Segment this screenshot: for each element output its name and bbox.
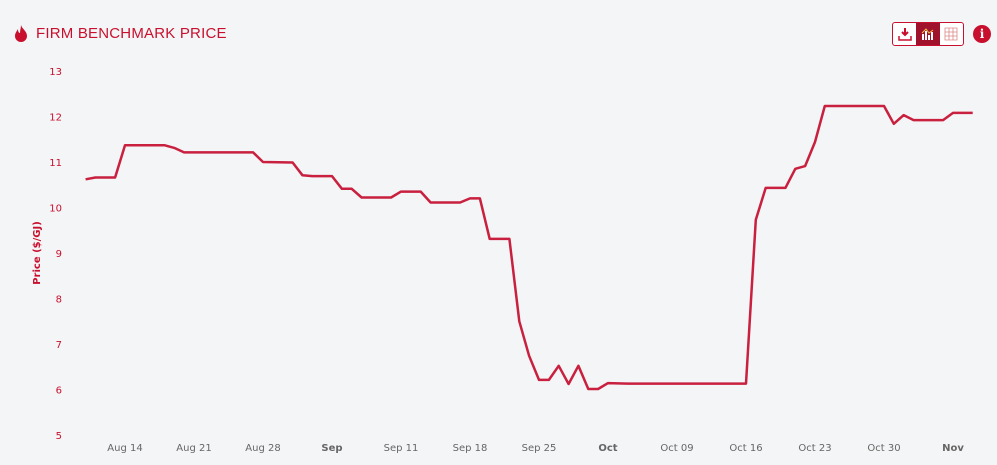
price-series-line bbox=[85, 104, 973, 391]
x-tick-label: Oct 23 bbox=[798, 443, 831, 454]
x-tick-label: Oct 09 bbox=[660, 443, 693, 454]
table-view-button[interactable] bbox=[940, 23, 963, 45]
x-tick-label: Aug 14 bbox=[107, 443, 142, 454]
x-tick-label: Oct 30 bbox=[867, 443, 900, 454]
chart-icon bbox=[921, 28, 934, 40]
x-tick-label: Aug 21 bbox=[176, 443, 211, 454]
x-tick-label: Sep 25 bbox=[522, 443, 557, 454]
x-tick-label: Sep 18 bbox=[453, 443, 488, 454]
y-tick-label: 11 bbox=[49, 158, 62, 169]
x-tick-label: Oct 16 bbox=[729, 443, 762, 454]
download-button[interactable] bbox=[893, 23, 916, 45]
y-tick-label: 10 bbox=[49, 204, 62, 215]
y-tick-label: 9 bbox=[56, 249, 62, 260]
y-axis-label: Price ($/GJ) bbox=[32, 221, 43, 285]
y-tick-label: 5 bbox=[56, 431, 62, 442]
chart-view-button[interactable] bbox=[916, 23, 940, 45]
table-icon bbox=[944, 27, 958, 41]
chart-header: FIRM BENCHMARK PRICE bbox=[14, 25, 227, 42]
y-tick-label: 7 bbox=[56, 340, 62, 351]
x-tick-label: Nov bbox=[942, 443, 964, 454]
view-toggle-group bbox=[892, 22, 964, 46]
x-tick-label: Oct bbox=[598, 443, 617, 454]
y-tick-label: 12 bbox=[49, 113, 62, 124]
y-tick-label: 13 bbox=[49, 67, 62, 78]
x-tick-label: Sep bbox=[321, 443, 342, 454]
y-tick-label: 8 bbox=[56, 295, 62, 306]
y-tick-label: 6 bbox=[56, 386, 62, 397]
chart-title: FIRM BENCHMARK PRICE bbox=[36, 25, 227, 42]
download-icon bbox=[897, 28, 912, 41]
x-tick-label: Sep 11 bbox=[384, 443, 419, 454]
fire-icon bbox=[15, 25, 27, 42]
x-tick-label: Aug 28 bbox=[245, 443, 280, 454]
info-icon[interactable]: i bbox=[973, 25, 991, 43]
